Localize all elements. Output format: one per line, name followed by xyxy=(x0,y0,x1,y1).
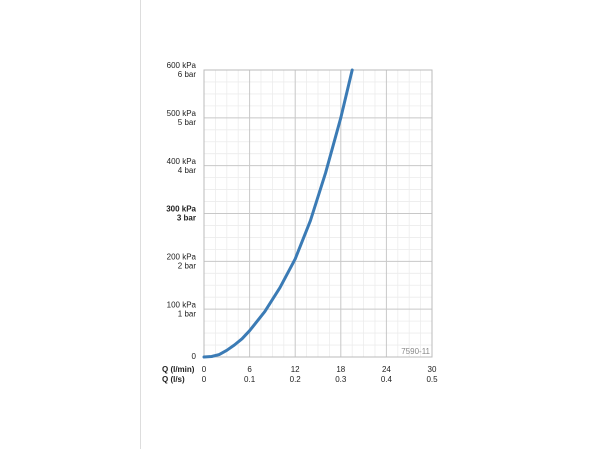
x2-tick-label: 0.4 xyxy=(381,375,393,384)
x-tick-label: 18 xyxy=(336,365,345,374)
x2-tick-label: 0.3 xyxy=(335,375,347,384)
y-tick-label: 4 bar xyxy=(178,166,197,175)
x2-tick-label: 0 xyxy=(202,375,207,384)
data-line xyxy=(202,68,354,359)
y-tick-label: 3 bar xyxy=(177,214,196,223)
y-tick-label: 400 kPa xyxy=(167,157,197,166)
y-tick-label: 0 xyxy=(192,352,197,361)
annotation: 7590-11 xyxy=(401,347,430,356)
x-tick-label: 30 xyxy=(428,365,437,374)
y-tick-label: 300 kPa xyxy=(166,205,196,214)
y-tick-label: 100 kPa xyxy=(167,300,197,309)
x-tick-label: 12 xyxy=(291,365,300,374)
y-tick-label: 200 kPa xyxy=(167,252,197,261)
y-tick-label: 5 bar xyxy=(178,118,197,127)
x-tick-label: 24 xyxy=(382,365,391,374)
x2-tick-label: 0.1 xyxy=(244,375,256,384)
y-tick-label: 500 kPa xyxy=(167,109,197,118)
x2-tick-label: 0.5 xyxy=(426,375,438,384)
y-tick-label: 1 bar xyxy=(178,309,197,318)
x-tick-label: 6 xyxy=(247,365,252,374)
y-tick-label: 6 bar xyxy=(178,70,197,79)
y-tick-label: 2 bar xyxy=(178,261,197,270)
x2-tick-label: 0.2 xyxy=(290,375,302,384)
y-tick-label: 600 kPa xyxy=(167,61,197,70)
x-axis-label: Q (l/min) xyxy=(162,365,195,374)
x2-axis-label: Q (l/s) xyxy=(162,375,185,384)
plot-frame xyxy=(203,69,433,358)
x-tick-label: 0 xyxy=(202,365,207,374)
